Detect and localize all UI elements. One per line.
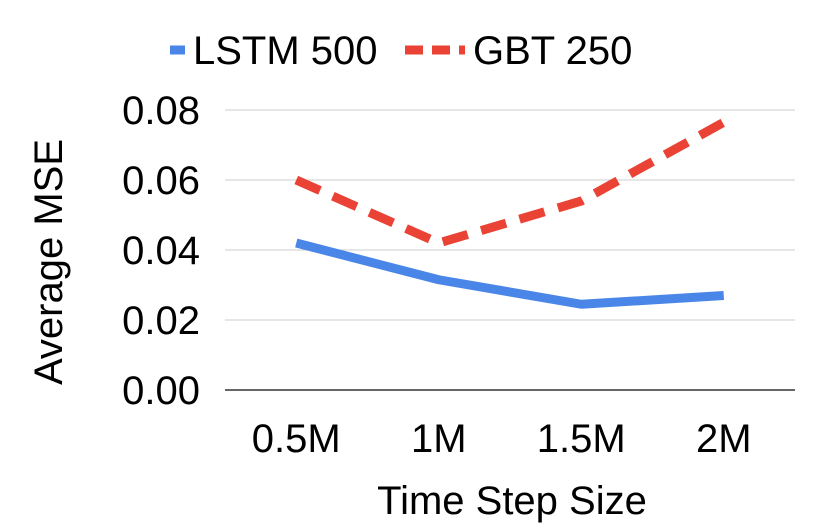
y-tick-label: 0.02	[122, 299, 200, 343]
x-tick-label: 1.5M	[537, 417, 626, 461]
x-axis-title: Time Step Size	[377, 479, 647, 523]
legend-label-gbt: GBT 250	[473, 29, 632, 73]
y-tick-label: 0.06	[122, 159, 200, 203]
y-tick-label: 0.08	[122, 89, 200, 133]
y-axis-title: Average MSE	[27, 139, 71, 385]
x-tick-label: 2M	[696, 417, 752, 461]
gridlines	[225, 109, 795, 391]
y-tick-label: 0.00	[122, 369, 200, 413]
x-tick-label: 0.5M	[252, 417, 341, 461]
legend: LSTM 500 GBT 250	[170, 29, 632, 73]
y-tick-label: 0.04	[122, 229, 200, 273]
x-axis-ticks: 0.5M 1M 1.5M 2M	[252, 417, 752, 461]
x-tick-label: 1M	[411, 417, 467, 461]
series-line-lstm-500	[295, 238, 725, 309]
series-lines	[294, 118, 726, 309]
y-axis-ticks: 0.00 0.02 0.04 0.06 0.08	[122, 89, 200, 413]
series-line-gbt-250	[294, 118, 726, 248]
legend-label-lstm: LSTM 500	[193, 29, 378, 73]
